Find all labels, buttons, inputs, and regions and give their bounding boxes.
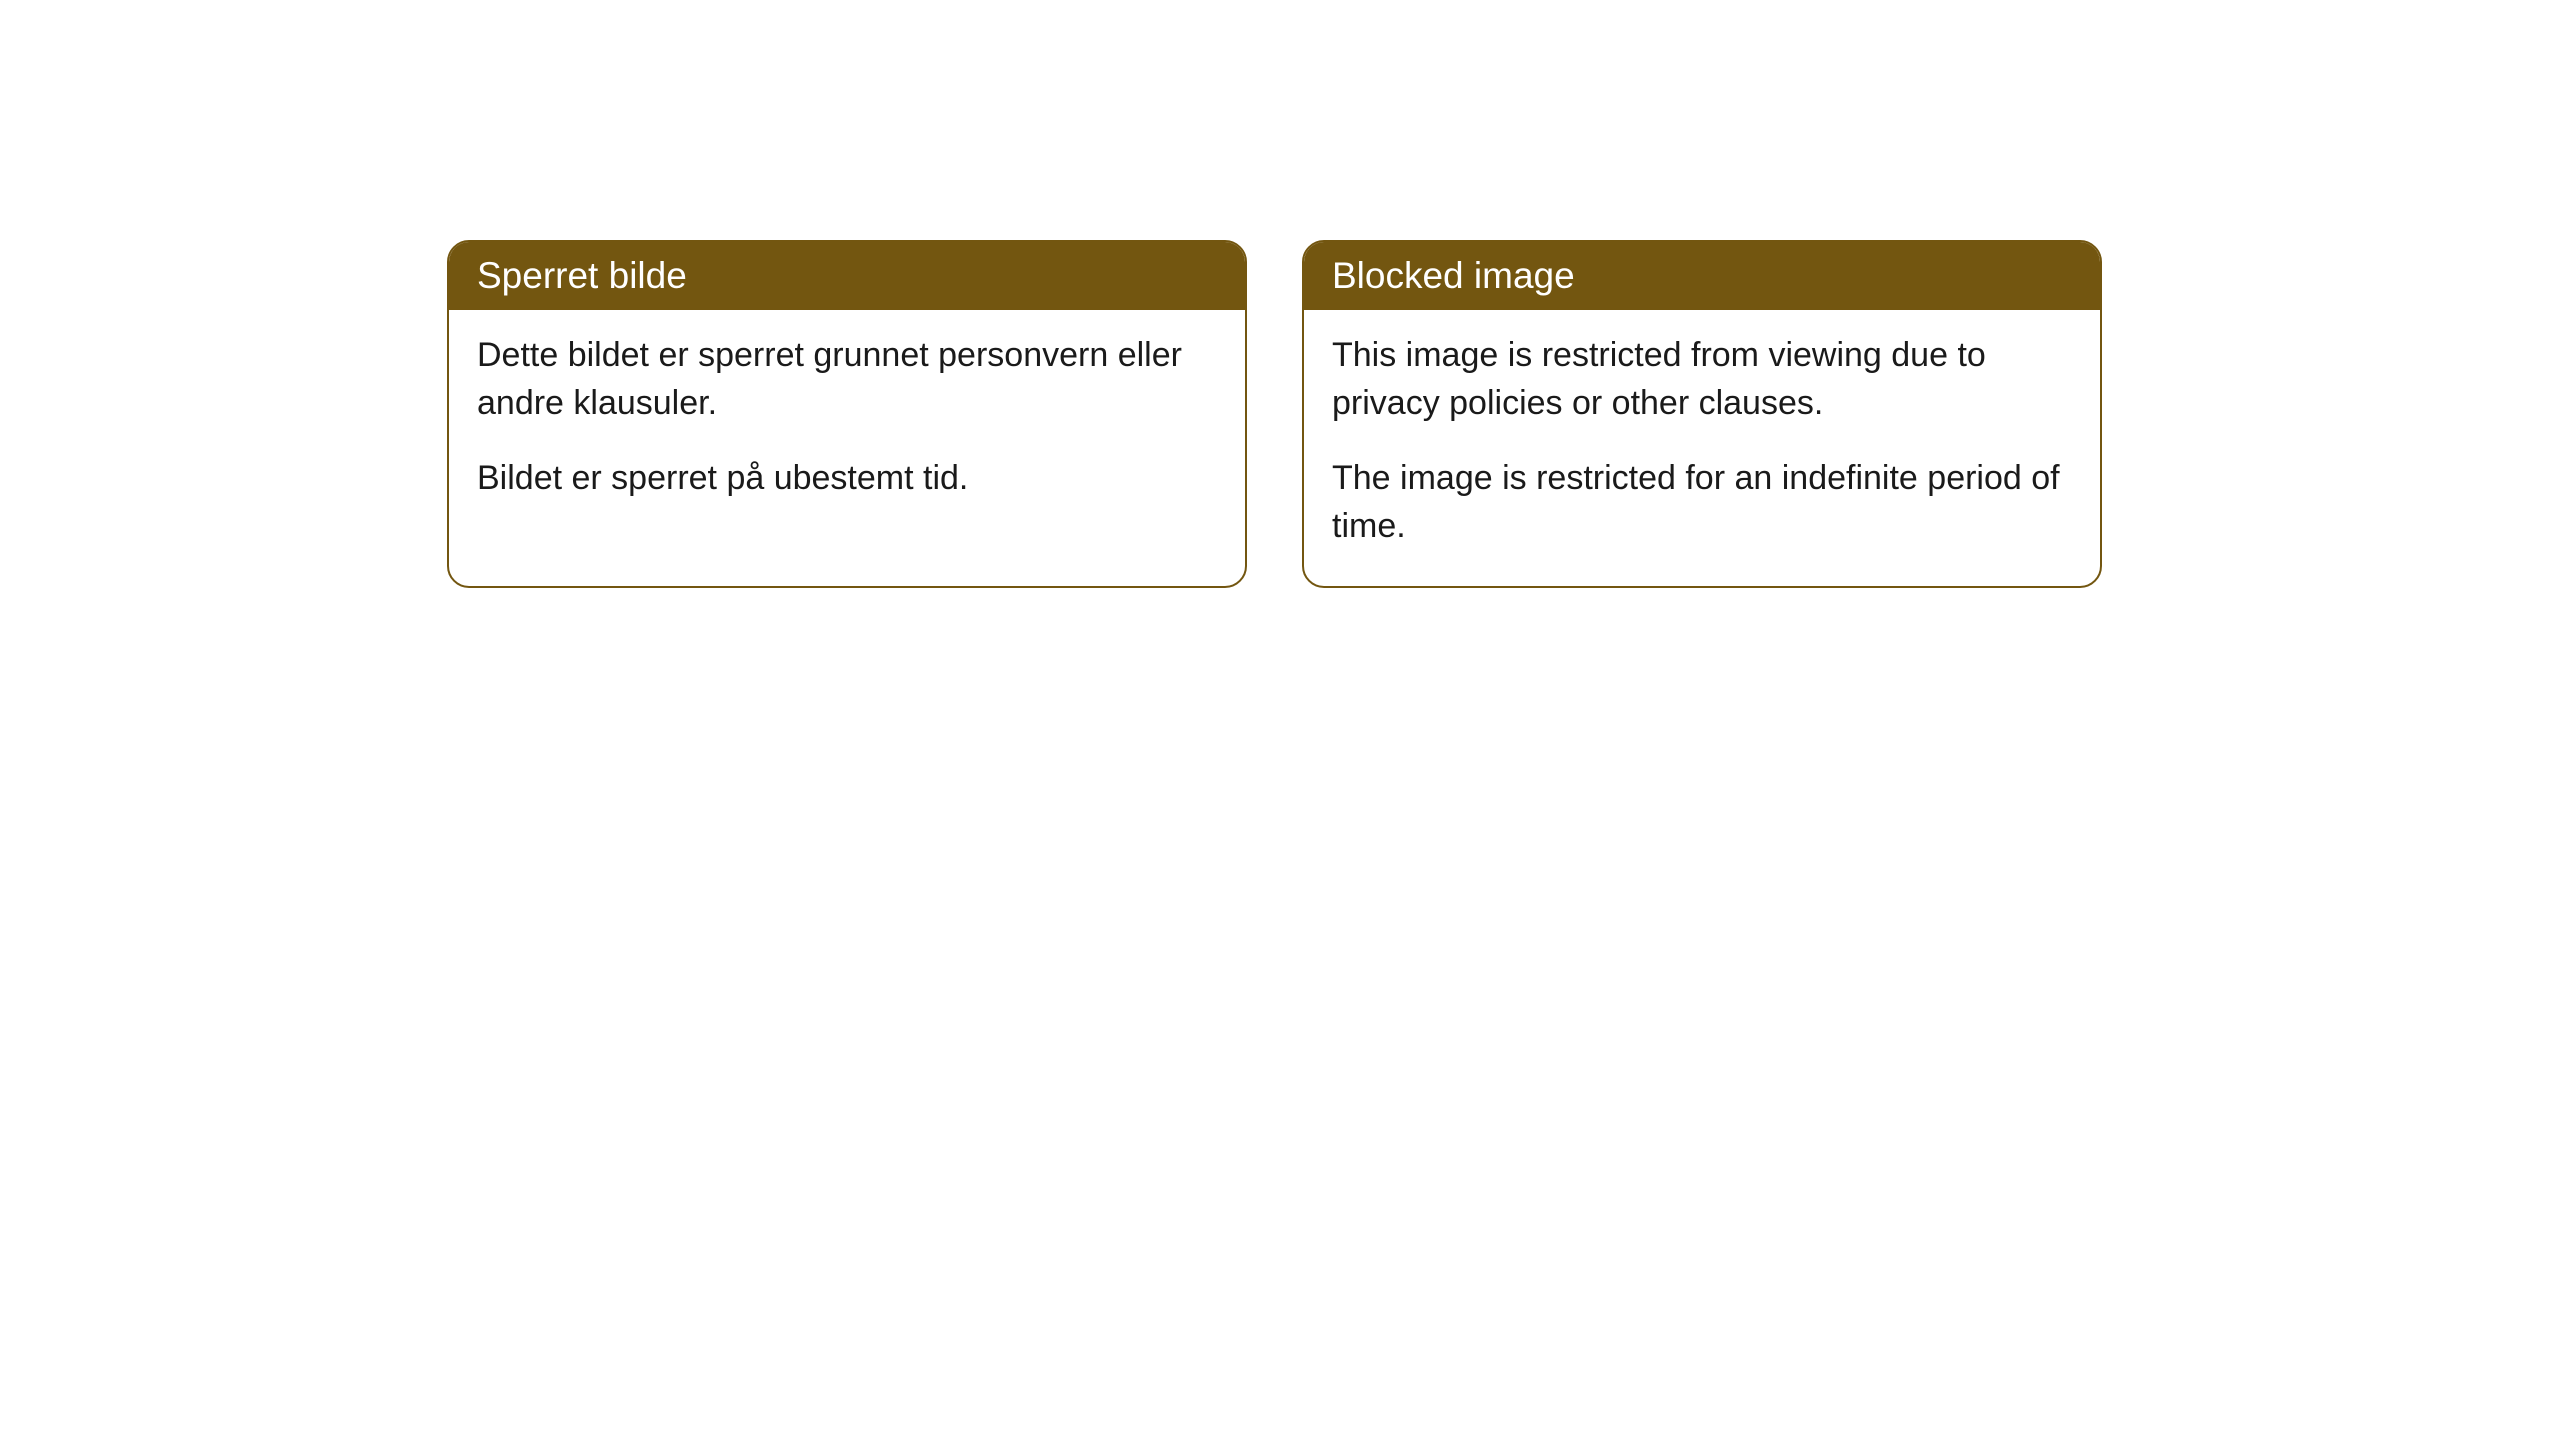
blocked-image-card-norwegian: Sperret bilde Dette bildet er sperret gr… bbox=[447, 240, 1247, 588]
card-text-norwegian-2: Bildet er sperret på ubestemt tid. bbox=[477, 455, 1217, 503]
card-text-english-1: This image is restricted from viewing du… bbox=[1332, 332, 2072, 427]
card-header-english: Blocked image bbox=[1304, 242, 2100, 310]
card-body-english: This image is restricted from viewing du… bbox=[1304, 310, 2100, 586]
blocked-image-card-english: Blocked image This image is restricted f… bbox=[1302, 240, 2102, 588]
card-body-norwegian: Dette bildet er sperret grunnet personve… bbox=[449, 310, 1245, 539]
card-text-norwegian-1: Dette bildet er sperret grunnet personve… bbox=[477, 332, 1217, 427]
card-text-english-2: The image is restricted for an indefinit… bbox=[1332, 455, 2072, 550]
cards-container: Sperret bilde Dette bildet er sperret gr… bbox=[447, 240, 2560, 588]
card-header-norwegian: Sperret bilde bbox=[449, 242, 1245, 310]
